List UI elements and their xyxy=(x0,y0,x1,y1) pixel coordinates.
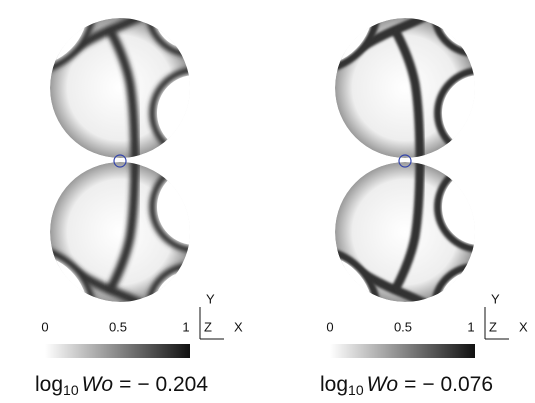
colorbar xyxy=(45,344,190,358)
caption-symbol: Wo xyxy=(367,373,399,396)
notch-cover xyxy=(157,169,233,245)
disk-content xyxy=(253,152,522,374)
disk xyxy=(253,152,522,374)
notch-cover xyxy=(154,271,226,343)
caption-symbol: Wo xyxy=(82,373,114,396)
colorbar-tick-label: 0 xyxy=(41,319,48,334)
disk xyxy=(0,0,237,168)
caption-base: 10 xyxy=(348,382,364,398)
figure: 00.51YZXlog10Wo=− 0.20400.51YZXlog10Wo=−… xyxy=(0,0,535,403)
caption-value: − 0.204 xyxy=(137,373,208,396)
notch-cover xyxy=(439,271,511,343)
colorbar xyxy=(330,344,475,358)
caption-equals: = xyxy=(404,373,416,396)
disk-content xyxy=(0,152,237,374)
notch-cover xyxy=(442,75,518,151)
disk-content xyxy=(253,0,522,168)
notch-cover xyxy=(442,169,518,245)
notch xyxy=(150,0,230,53)
notch-cover xyxy=(157,75,233,151)
notch xyxy=(435,267,515,347)
disk-content xyxy=(0,0,237,168)
caption-log: log xyxy=(35,373,63,396)
caption-equals: = xyxy=(119,373,131,396)
colorbar-tick-label: 1 xyxy=(467,319,474,334)
caption-value: − 0.076 xyxy=(422,373,493,396)
colorbar-tick-label: 0 xyxy=(326,319,333,334)
caption-log: log xyxy=(320,373,348,396)
disk xyxy=(0,152,237,374)
disk xyxy=(253,0,522,168)
axis-label: X xyxy=(234,319,243,334)
colorbar-tick-label: 0.5 xyxy=(109,319,127,334)
notch xyxy=(150,267,230,347)
caption-base: 10 xyxy=(63,382,79,398)
axis-label: Z xyxy=(489,319,497,334)
axis-label: Y xyxy=(491,291,500,306)
axis-label: X xyxy=(519,319,528,334)
axis-label: Z xyxy=(204,319,212,334)
colorbar-tick-label: 0.5 xyxy=(394,319,412,334)
axis-label: Y xyxy=(206,291,215,306)
colorbar-tick-label: 1 xyxy=(182,319,189,334)
notch xyxy=(435,0,515,53)
